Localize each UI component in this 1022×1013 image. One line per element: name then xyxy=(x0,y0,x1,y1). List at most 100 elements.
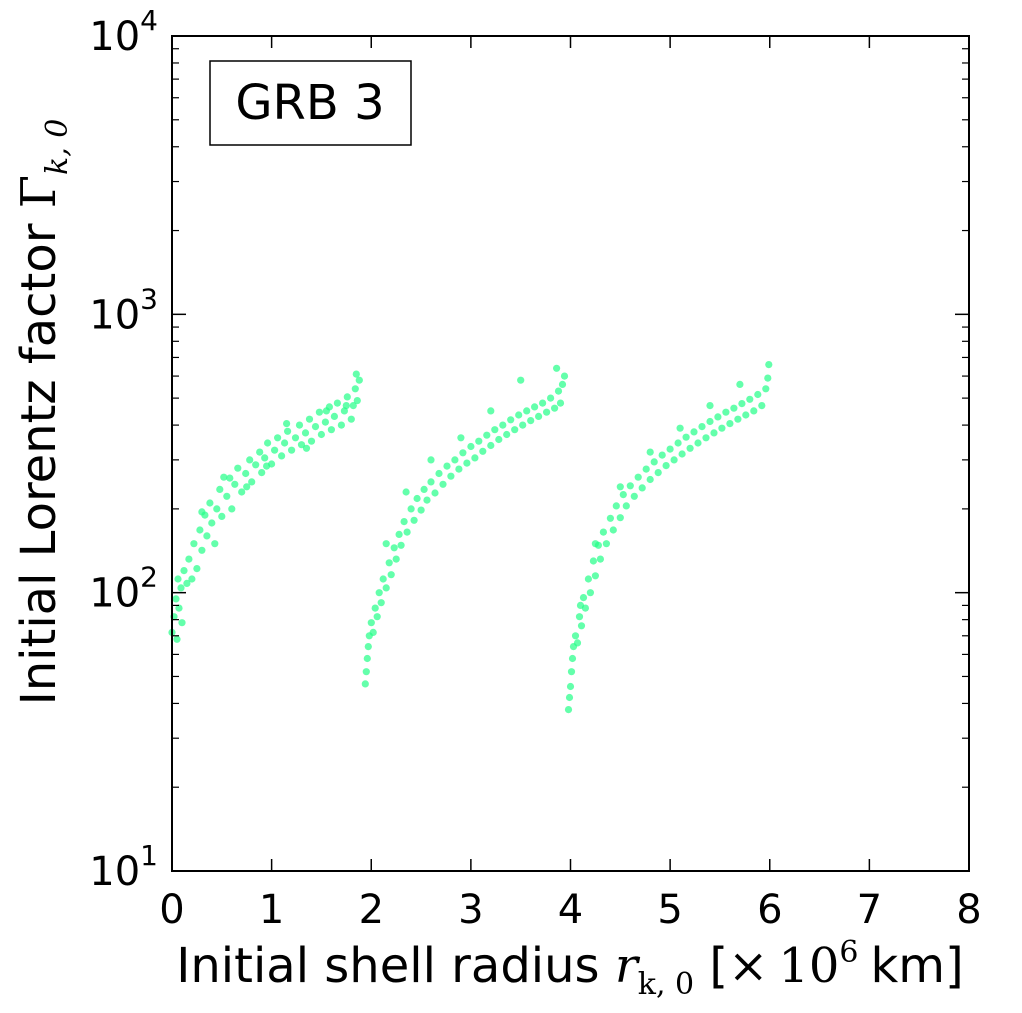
data-point xyxy=(475,437,483,445)
data-point xyxy=(174,575,182,583)
data-point xyxy=(410,516,418,524)
data-point xyxy=(758,402,766,410)
data-point xyxy=(190,540,198,548)
data-point xyxy=(576,601,585,610)
data-point xyxy=(283,420,291,428)
y-tick-label-exp: 2 xyxy=(140,561,158,594)
data-point xyxy=(284,427,292,435)
data-point xyxy=(551,404,559,412)
data-point xyxy=(175,604,183,612)
data-point xyxy=(566,682,575,691)
data-point xyxy=(211,540,219,548)
data-point xyxy=(231,480,239,488)
data-point xyxy=(571,632,580,640)
data-point xyxy=(291,434,300,442)
data-point xyxy=(686,444,694,452)
data-point xyxy=(252,461,260,469)
data-point xyxy=(762,385,770,393)
data-point xyxy=(535,412,543,420)
data-point xyxy=(638,484,646,492)
data-point xyxy=(355,376,363,384)
data-point xyxy=(507,416,515,424)
data-point xyxy=(491,426,499,434)
data-point xyxy=(698,423,706,431)
data-point xyxy=(322,407,330,415)
data-point xyxy=(527,417,535,425)
data-point xyxy=(271,446,279,454)
data-point xyxy=(274,434,282,442)
data-point xyxy=(599,528,608,536)
data-point xyxy=(662,462,670,470)
data-point xyxy=(172,595,180,603)
data-point xyxy=(307,437,316,445)
data-point xyxy=(315,408,323,416)
data-point xyxy=(288,446,296,454)
data-point xyxy=(278,452,286,460)
x-axis-label-base: 10 xyxy=(778,938,839,994)
data-point xyxy=(242,469,250,478)
data-point xyxy=(658,451,666,459)
data-point xyxy=(579,594,588,602)
data-point xyxy=(554,387,563,395)
data-point xyxy=(258,469,266,477)
data-point xyxy=(327,426,335,434)
data-point xyxy=(451,456,459,464)
data-point xyxy=(392,555,400,563)
x-axis-label-text: Initial shell radius xyxy=(176,938,615,994)
data-point xyxy=(483,431,491,439)
data-point xyxy=(173,635,181,643)
data-point xyxy=(317,430,325,439)
data-point xyxy=(754,390,762,399)
data-point xyxy=(630,492,638,500)
annotation-box: GRB 3 xyxy=(209,60,412,146)
annotation-label: GRB 3 xyxy=(235,75,384,131)
y-tick-label-base: 10 xyxy=(89,571,140,617)
data-point xyxy=(342,402,350,410)
data-point xyxy=(256,448,264,456)
x-tick-label: 6 xyxy=(757,887,782,933)
data-point xyxy=(206,499,214,507)
data-point xyxy=(682,433,690,441)
data-point xyxy=(435,469,443,478)
data-point xyxy=(295,421,304,429)
data-point xyxy=(402,488,410,496)
data-point xyxy=(208,519,216,527)
x-tick-labels: 0 1 2 3 4 5 6 7 8 xyxy=(159,887,981,933)
data-point xyxy=(297,441,306,449)
data-point xyxy=(616,483,624,491)
data-point xyxy=(352,370,360,378)
data-point xyxy=(455,465,463,473)
data-point xyxy=(626,482,634,490)
x-axis-label-sub: k, 0 xyxy=(638,967,694,1002)
data-point xyxy=(183,579,191,588)
data-point xyxy=(738,400,746,408)
data-point xyxy=(642,465,650,473)
data-point xyxy=(577,622,586,630)
data-point xyxy=(188,575,196,583)
data-point xyxy=(420,485,428,493)
x-axis-label-exp: 6 xyxy=(839,935,858,970)
data-point xyxy=(730,404,738,412)
x-axis-label: Initial shell radius rk, 0 [× 106 km] xyxy=(176,935,964,1002)
data-points xyxy=(168,361,773,714)
data-point xyxy=(382,584,390,592)
data-point xyxy=(609,526,617,534)
data-point xyxy=(228,505,236,513)
data-point xyxy=(589,557,598,565)
data-point xyxy=(333,399,341,407)
data-point xyxy=(718,424,726,432)
data-point xyxy=(379,575,387,583)
data-point xyxy=(371,604,379,612)
data-point xyxy=(180,567,188,575)
data-point xyxy=(564,706,573,714)
data-point xyxy=(311,423,320,431)
data-point xyxy=(377,599,385,607)
data-point xyxy=(736,380,744,388)
data-point xyxy=(382,540,390,548)
data-point xyxy=(447,472,455,480)
data-point xyxy=(246,456,254,464)
data-point xyxy=(619,491,627,499)
data-point xyxy=(694,439,702,447)
data-point xyxy=(584,575,593,583)
data-point xyxy=(746,395,754,403)
